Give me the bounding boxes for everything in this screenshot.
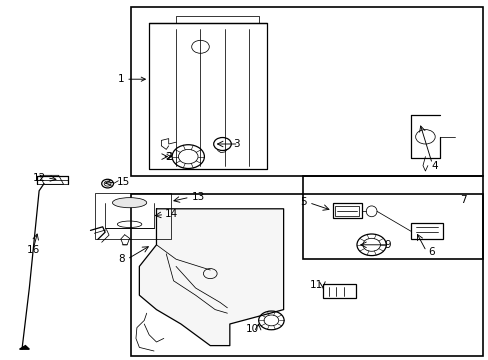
Text: 14: 14	[165, 209, 178, 219]
Text: 1: 1	[118, 74, 145, 84]
Bar	[335, 206, 358, 216]
Ellipse shape	[112, 198, 146, 208]
Text: 2: 2	[165, 152, 172, 162]
Text: 6: 6	[427, 247, 434, 257]
Text: 7: 7	[459, 195, 466, 205]
Text: 13: 13	[191, 192, 204, 202]
Bar	[332, 203, 361, 218]
Bar	[410, 223, 442, 239]
Polygon shape	[139, 209, 283, 346]
Text: 8: 8	[118, 254, 125, 264]
Text: 2: 2	[165, 152, 172, 162]
Bar	[131, 194, 482, 356]
Text: 16: 16	[27, 245, 40, 255]
Bar	[131, 7, 482, 176]
Bar	[322, 284, 355, 298]
Text: 11: 11	[309, 280, 322, 290]
Bar	[303, 176, 482, 259]
Text: 9: 9	[384, 240, 390, 250]
Text: 5: 5	[300, 197, 306, 207]
Polygon shape	[20, 346, 29, 349]
Text: 3: 3	[232, 139, 239, 149]
Text: 10: 10	[245, 324, 259, 334]
Bar	[95, 193, 171, 239]
Text: 15: 15	[116, 177, 129, 187]
Text: 4: 4	[430, 161, 437, 171]
Text: 12: 12	[33, 173, 46, 183]
